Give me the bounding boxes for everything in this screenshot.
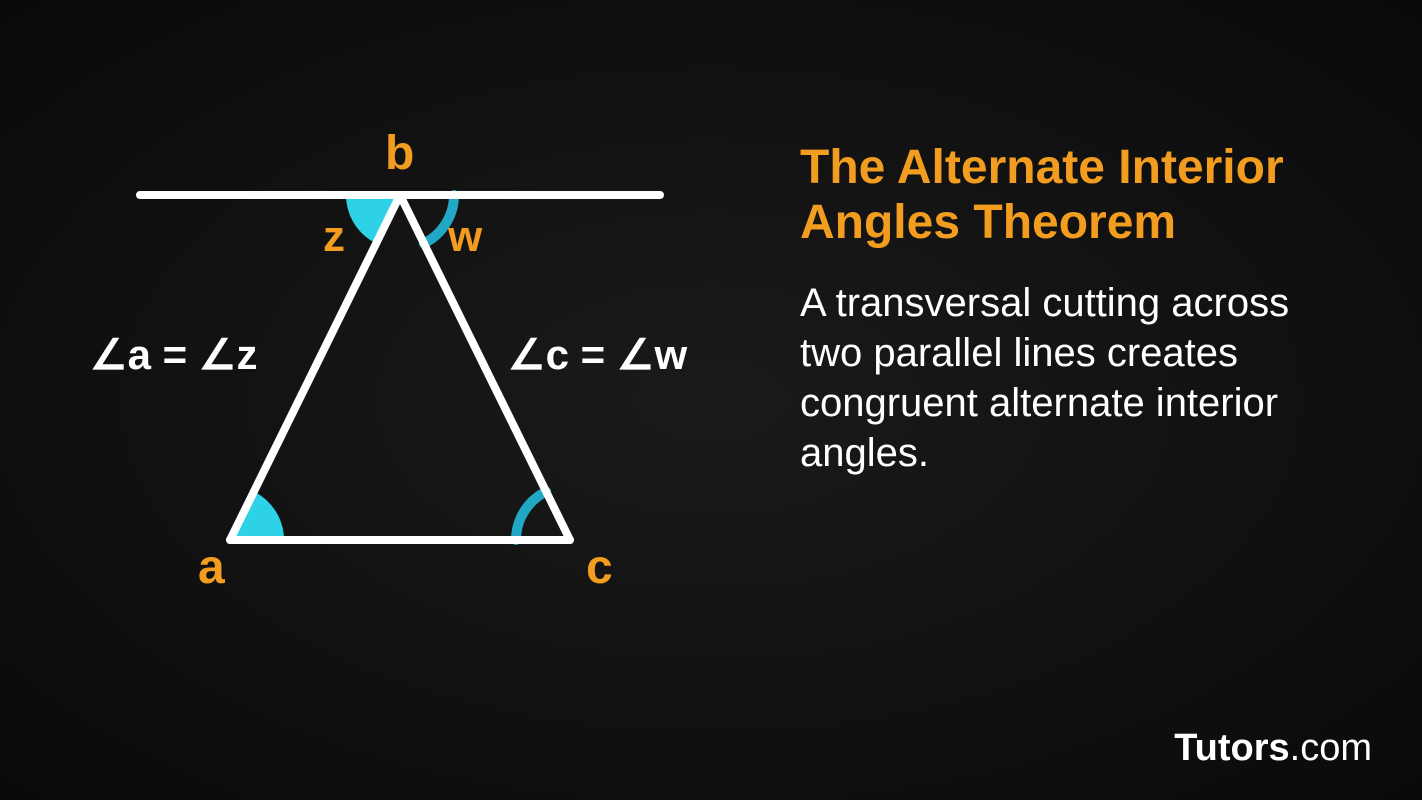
theorem-description: A transversal cutting across two paralle…	[800, 278, 1340, 478]
diagram-label-eq_left: ∠a = ∠z	[90, 330, 258, 379]
diagram-container: bz w a c ∠a = ∠z ∠c = ∠w	[80, 120, 720, 620]
branding-bold: Tutors	[1174, 727, 1289, 769]
diagram-label-w: w	[448, 212, 482, 262]
diagram-label-c: c	[586, 540, 613, 595]
theorem-title: The Alternate Interior Angles Theorem	[800, 140, 1340, 250]
diagram-label-b: b	[385, 126, 414, 181]
diagram-label-eq_right: ∠c = ∠w	[508, 330, 687, 379]
branding-thin: .com	[1290, 727, 1372, 769]
text-panel: The Alternate Interior Angles Theorem A …	[800, 140, 1340, 478]
diagram-label-a: a	[198, 540, 225, 595]
diagram-label-z: z	[323, 212, 345, 262]
branding: Tutors.com	[1174, 727, 1372, 770]
